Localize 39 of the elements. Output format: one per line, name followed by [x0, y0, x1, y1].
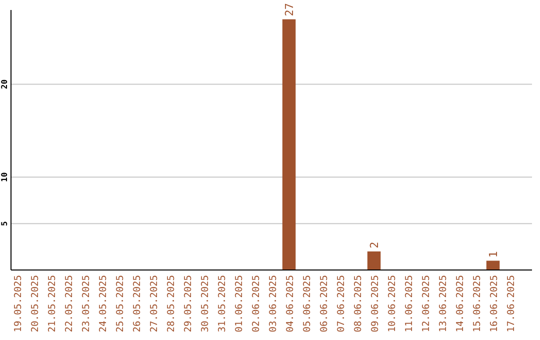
x-tick-label: 06.06.2025	[319, 275, 330, 332]
x-tick-label: 27.05.2025	[149, 275, 160, 332]
x-tick-label: 23.05.2025	[81, 275, 92, 332]
data-label: 1	[487, 251, 500, 258]
x-tick-label: 28.05.2025	[166, 275, 177, 332]
x-tick-label: 02.06.2025	[251, 275, 262, 332]
x-tick-label: 13.06.2025	[438, 275, 449, 332]
x-tick-label: 14.06.2025	[455, 275, 466, 332]
x-tick-label: 12.06.2025	[421, 275, 432, 332]
x-tick-label: 07.06.2025	[336, 275, 347, 332]
x-tick-label: 17.06.2025	[506, 275, 517, 332]
data-label: 27	[283, 3, 296, 16]
x-tick-label: 31.05.2025	[217, 275, 228, 332]
y-tick-label: 5	[0, 220, 9, 226]
x-tick-label: 04.06.2025	[285, 275, 296, 332]
x-tick-label: 05.06.2025	[302, 275, 313, 332]
bar	[367, 251, 381, 270]
x-tick-label: 29.05.2025	[183, 275, 194, 332]
x-tick-label: 08.06.2025	[353, 275, 364, 332]
x-tick-label: 21.05.2025	[47, 275, 58, 332]
x-tick-label: 11.06.2025	[404, 275, 415, 332]
bar	[486, 260, 500, 270]
x-tick-label: 19.05.2025	[13, 275, 24, 332]
x-tick-label: 09.06.2025	[370, 275, 381, 332]
y-tick-label: 10	[0, 172, 9, 182]
x-tick-label: 20.05.2025	[30, 275, 41, 332]
x-tick-label: 24.05.2025	[98, 275, 109, 332]
bar	[282, 19, 296, 270]
x-tick-label: 01.06.2025	[234, 275, 245, 332]
x-tick-label: 15.06.2025	[472, 275, 483, 332]
x-tick-label: 03.06.2025	[268, 275, 279, 332]
x-tick-label: 10.06.2025	[387, 275, 398, 332]
x-tick-label: 30.05.2025	[200, 275, 211, 332]
x-tick-label: 16.06.2025	[489, 275, 500, 332]
x-tick-label: 22.05.2025	[64, 275, 75, 332]
x-tick-label: 26.05.2025	[132, 275, 143, 332]
y-tick-label: 20	[0, 79, 9, 90]
data-label: 2	[368, 242, 381, 248]
x-tick-label: 25.05.2025	[115, 275, 126, 332]
